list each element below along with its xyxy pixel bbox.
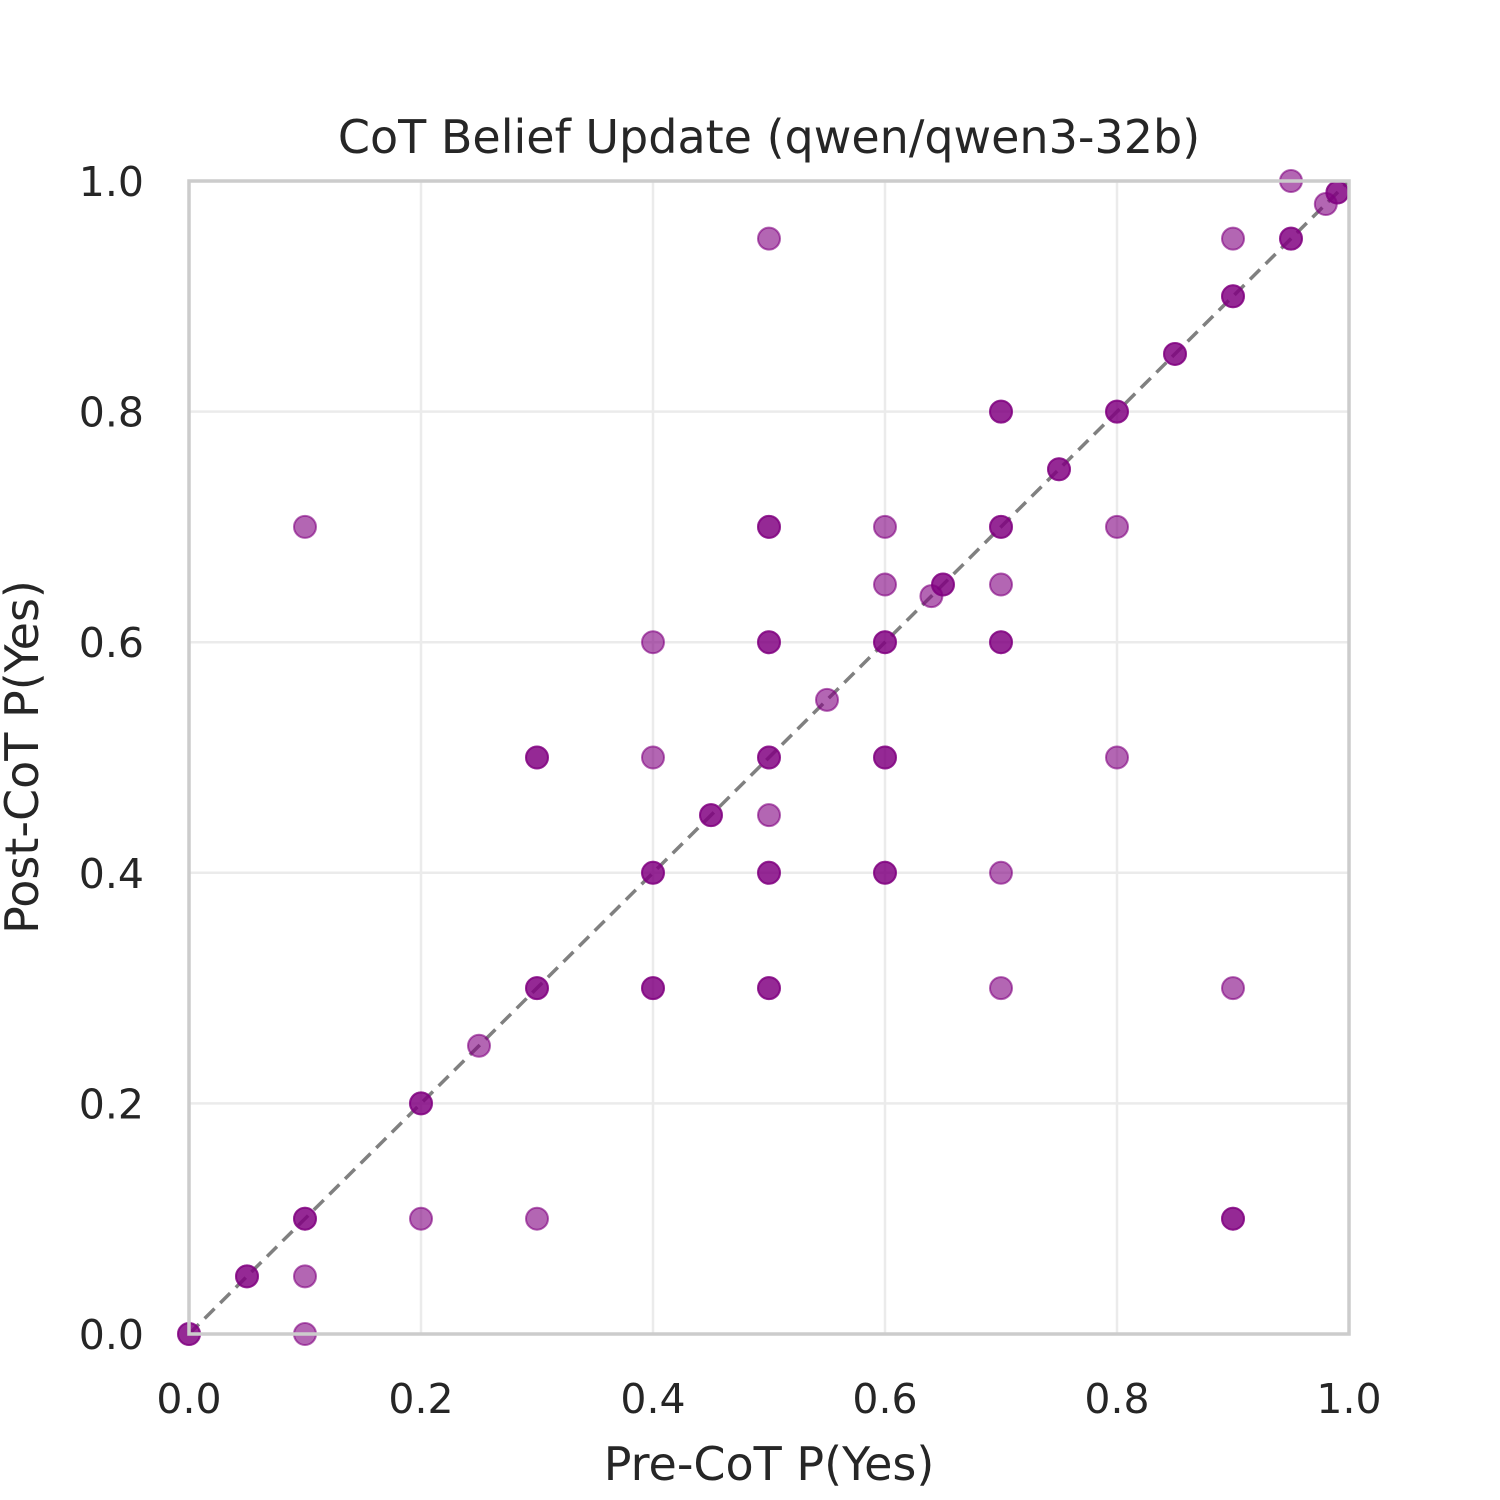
data-point-46 <box>873 572 897 597</box>
data-point-31 <box>757 514 781 539</box>
data-point-40 <box>873 630 897 655</box>
chart-title: CoT Belief Update (qwen/qwen3-32b) <box>338 110 1200 164</box>
x-tick-label-5: 1.0 <box>1316 1375 1381 1423</box>
data-point-29 <box>757 630 781 655</box>
data-point-78 <box>1325 180 1350 205</box>
data-point-36 <box>757 803 781 828</box>
data-point-55 <box>989 630 1013 655</box>
data-point-45 <box>873 514 897 539</box>
data-point-62 <box>1105 399 1129 424</box>
y-tick-label-2: 0.4 <box>79 850 144 898</box>
data-point-74 <box>1279 226 1303 251</box>
data-point-8 <box>293 514 317 539</box>
data-point-22 <box>641 745 665 770</box>
data-point-21 <box>641 976 665 1001</box>
y-tick-label-1: 0.2 <box>79 1080 144 1128</box>
data-point-33 <box>757 860 781 885</box>
data-point-44 <box>873 860 897 885</box>
data-point-38 <box>815 687 839 712</box>
data-point-58 <box>989 976 1013 1001</box>
data-point-5 <box>293 1206 317 1231</box>
x-axis-label: Pre-CoT P(Yes) <box>604 1437 935 1491</box>
data-point-57 <box>989 860 1013 885</box>
x-tick-label-1: 0.2 <box>388 1375 453 1423</box>
data-point-17 <box>525 1206 549 1231</box>
plot-frame <box>187 179 1351 1336</box>
data-point-72 <box>1221 1206 1245 1231</box>
data-point-14 <box>525 976 549 1001</box>
data-point-37 <box>757 226 781 251</box>
y-tick-label-0: 0.0 <box>79 1311 144 1359</box>
data-point-56 <box>989 572 1013 597</box>
data-point-6 <box>293 1264 317 1289</box>
data-point-35 <box>757 976 781 1001</box>
data-point-11 <box>409 1206 433 1231</box>
x-tick-label-3: 0.6 <box>852 1375 917 1423</box>
data-point-53 <box>989 399 1013 424</box>
data-point-68 <box>1221 284 1245 309</box>
data-point-51 <box>989 514 1013 539</box>
data-point-27 <box>757 745 781 770</box>
scatter-points <box>177 169 1350 1346</box>
data-point-42 <box>873 745 897 770</box>
y-tick-label-5: 1.0 <box>79 158 144 206</box>
data-point-64 <box>1105 745 1129 770</box>
y-tick-label-4: 0.8 <box>79 389 144 437</box>
y-axis-label: Post-CoT P(Yes) <box>0 580 49 934</box>
data-point-16 <box>525 745 549 770</box>
data-point-19 <box>641 860 665 885</box>
x-axis-ticks: 0.0 0.2 0.4 0.6 0.8 1.0 <box>156 1375 1381 1423</box>
x-tick-label-2: 0.4 <box>620 1375 685 1423</box>
data-point-70 <box>1221 976 1245 1001</box>
y-tick-label-3: 0.6 <box>79 619 144 667</box>
x-tick-label-0: 0.0 <box>156 1375 221 1423</box>
x-tick-label-4: 0.8 <box>1084 1375 1149 1423</box>
data-point-12 <box>467 1033 491 1058</box>
data-point-63 <box>1105 514 1129 539</box>
data-point-25 <box>699 803 723 828</box>
y-axis-ticks: 0.0 0.2 0.4 0.6 0.8 1.0 <box>79 158 144 1359</box>
data-point-60 <box>1047 457 1071 482</box>
data-point-3 <box>235 1264 259 1289</box>
data-point-23 <box>641 630 665 655</box>
data-point-10 <box>409 1091 433 1116</box>
data-point-69 <box>1221 226 1245 251</box>
data-point-66 <box>1163 341 1187 366</box>
data-point-49 <box>931 572 955 597</box>
